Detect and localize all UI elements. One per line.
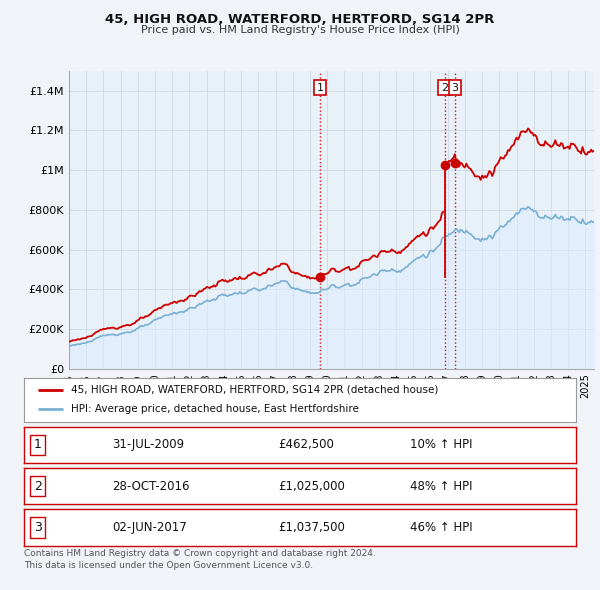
Text: 10% ↑ HPI: 10% ↑ HPI (410, 438, 473, 451)
Text: 1: 1 (316, 83, 323, 93)
Text: 45, HIGH ROAD, WATERFORD, HERTFORD, SG14 2PR: 45, HIGH ROAD, WATERFORD, HERTFORD, SG14… (106, 13, 494, 26)
Text: 02-JUN-2017: 02-JUN-2017 (112, 521, 187, 534)
Text: Contains HM Land Registry data © Crown copyright and database right 2024.
This d: Contains HM Land Registry data © Crown c… (24, 549, 376, 569)
Text: 31-JUL-2009: 31-JUL-2009 (112, 438, 184, 451)
Text: 46% ↑ HPI: 46% ↑ HPI (410, 521, 473, 534)
Text: 45, HIGH ROAD, WATERFORD, HERTFORD, SG14 2PR (detached house): 45, HIGH ROAD, WATERFORD, HERTFORD, SG14… (71, 385, 438, 395)
Text: 3: 3 (451, 83, 458, 93)
Text: 28-OCT-2016: 28-OCT-2016 (112, 480, 190, 493)
Text: 1: 1 (34, 438, 42, 451)
Text: Price paid vs. HM Land Registry's House Price Index (HPI): Price paid vs. HM Land Registry's House … (140, 25, 460, 35)
Text: £1,037,500: £1,037,500 (278, 521, 345, 534)
Text: £462,500: £462,500 (278, 438, 334, 451)
Text: HPI: Average price, detached house, East Hertfordshire: HPI: Average price, detached house, East… (71, 405, 359, 414)
Text: 2: 2 (441, 83, 448, 93)
Text: 48% ↑ HPI: 48% ↑ HPI (410, 480, 473, 493)
Text: 2: 2 (34, 480, 42, 493)
Text: 3: 3 (34, 521, 42, 534)
Text: £1,025,000: £1,025,000 (278, 480, 345, 493)
